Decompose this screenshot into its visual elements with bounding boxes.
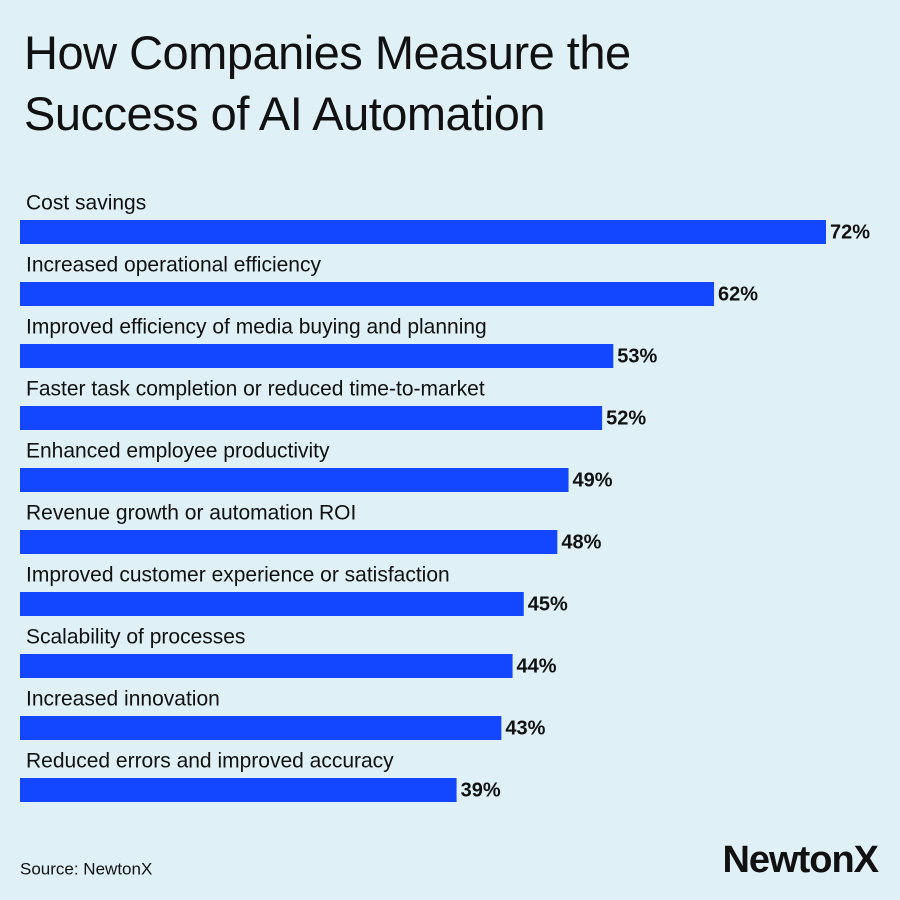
- bar: [20, 778, 457, 802]
- category-label: Scalability of processes: [26, 626, 245, 649]
- bar: [20, 716, 502, 740]
- bar: [20, 592, 524, 616]
- source: Source: NewtonX: [20, 859, 152, 878]
- value-label: 44%: [517, 655, 557, 677]
- category-label: Revenue growth or automation ROI: [26, 502, 356, 525]
- category-label: Improved customer experience or satisfac…: [26, 564, 450, 587]
- category-label: Reduced errors and improved accuracy: [26, 750, 394, 773]
- bar: [20, 530, 558, 554]
- bar: [20, 282, 715, 306]
- category-label: Increased operational efficiency: [26, 254, 321, 277]
- value-label: 52%: [606, 407, 646, 429]
- value-label: 53%: [617, 345, 657, 367]
- category-label: Faster task completion or reduced time-t…: [26, 378, 485, 401]
- bar: [20, 344, 614, 368]
- value-label: 72%: [830, 221, 870, 243]
- category-label: Cost savings: [26, 192, 146, 215]
- value-label: 43%: [505, 717, 545, 739]
- logo: NewtonX: [722, 839, 879, 881]
- value-label: 62%: [718, 283, 758, 305]
- value-label: 49%: [573, 469, 613, 491]
- bar: [20, 468, 569, 492]
- bar: [20, 406, 603, 430]
- category-label: Improved efficiency of media buying and …: [26, 316, 487, 339]
- bar: [20, 654, 513, 678]
- category-label: Increased innovation: [26, 688, 220, 711]
- value-label: 48%: [561, 531, 601, 553]
- bar: [20, 220, 826, 244]
- category-label: Enhanced employee productivity: [26, 440, 330, 463]
- value-label: 39%: [461, 779, 501, 801]
- chart-title: How Companies Measure the Success of AI …: [24, 26, 631, 140]
- value-label: 45%: [528, 593, 568, 615]
